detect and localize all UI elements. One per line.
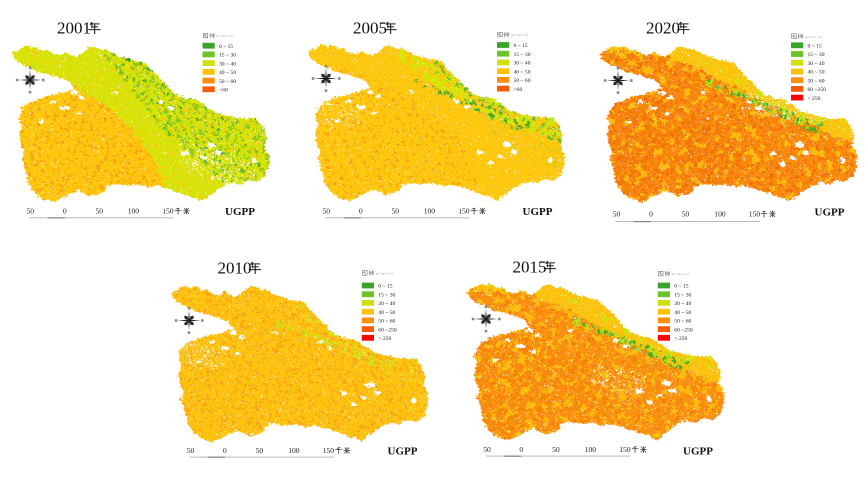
svg-text:30 ~ 40: 30 ~ 40 [674,301,691,307]
svg-text:40 ~ 50: 40 ~ 50 [219,70,236,76]
svg-text:0 ~ 15: 0 ~ 15 [674,284,688,290]
svg-text:150: 150 [458,207,470,216]
svg-text:(g C·m-2·a-1): (g C·m-2·a-1) [217,34,234,38]
svg-text:50: 50 [613,210,621,219]
svg-text:2005: 2005 [353,19,387,38]
svg-text:50 ~ 60: 50 ~ 60 [219,79,236,85]
svg-text:(g C·m-2·a-1): (g C·m-2·a-1) [672,272,689,276]
svg-text:50 ~ 60: 50 ~ 60 [808,78,825,84]
svg-text:15 ~ 30: 15 ~ 30 [514,52,531,58]
svg-text:150: 150 [749,210,761,219]
svg-text:100: 100 [585,445,597,454]
svg-text:30 ~ 40: 30 ~ 40 [378,301,395,307]
svg-text:2020: 2020 [646,19,680,38]
svg-text:15 ~ 30: 15 ~ 30 [674,292,691,298]
svg-text:(g C·m-2·a-1): (g C·m-2·a-1) [376,271,393,275]
svg-text:50 ~ 60: 50 ~ 60 [674,319,691,325]
svg-text:100: 100 [714,210,726,219]
svg-text:50: 50 [27,207,35,216]
svg-text:> 250: > 250 [674,336,687,342]
svg-text:50: 50 [552,445,560,454]
svg-text:0: 0 [359,207,363,216]
svg-text:0 ~ 15: 0 ~ 15 [514,43,528,49]
svg-text:40 ~ 50: 40 ~ 50 [514,69,531,75]
svg-text:>60: >60 [219,88,228,94]
svg-text:100: 100 [424,207,436,216]
svg-text:2015: 2015 [513,258,547,277]
svg-text:0: 0 [519,445,523,454]
svg-text:150: 150 [323,446,335,455]
svg-text:0 ~ 15: 0 ~ 15 [378,284,392,290]
svg-text:0 ~ 15: 0 ~ 15 [219,44,233,50]
svg-text:2001: 2001 [57,19,91,38]
svg-text:UGPP: UGPP [225,206,255,218]
svg-text:50: 50 [682,210,690,219]
svg-text:60 ~250: 60 ~250 [378,327,397,333]
svg-text:0 ~ 15: 0 ~ 15 [808,44,822,50]
svg-text:> 250: > 250 [378,336,391,342]
svg-text:40 ~ 50: 40 ~ 50 [674,310,691,316]
svg-text:15 ~ 30: 15 ~ 30 [219,53,236,59]
svg-text:(g C·m-2·a-1): (g C·m-2·a-1) [511,33,528,37]
svg-text:(g C·m-2·a-1): (g C·m-2·a-1) [805,35,822,39]
svg-text:15 ~ 30: 15 ~ 30 [378,292,395,298]
svg-text:50 ~ 60: 50 ~ 60 [378,319,395,325]
svg-text:> 250: > 250 [808,96,821,102]
svg-text:UGPP: UGPP [815,207,845,219]
svg-text:40 ~ 50: 40 ~ 50 [378,310,395,316]
svg-text:2010: 2010 [218,259,252,278]
svg-text:30 ~ 40: 30 ~ 40 [219,61,236,67]
svg-text:0: 0 [649,210,653,219]
svg-text:30 ~ 40: 30 ~ 40 [808,61,825,67]
svg-text:40 ~ 50: 40 ~ 50 [808,70,825,76]
svg-text:UGPP: UGPP [523,206,553,218]
svg-text:50: 50 [483,445,491,454]
svg-text:30 ~ 40: 30 ~ 40 [514,61,531,67]
svg-text:60 ~250: 60 ~250 [808,87,827,93]
svg-text:100: 100 [288,446,300,455]
svg-text:50 ~ 60: 50 ~ 60 [514,78,531,84]
svg-text:60 ~250: 60 ~250 [674,327,693,333]
svg-text:UGPP: UGPP [388,446,418,458]
svg-text:50: 50 [323,207,331,216]
svg-text:15 ~ 30: 15 ~ 30 [808,52,825,58]
svg-text:>60: >60 [514,87,523,93]
svg-text:0: 0 [223,446,227,455]
svg-text:50: 50 [256,446,264,455]
svg-text:UGPP: UGPP [683,446,713,458]
svg-text:50: 50 [96,207,104,216]
svg-text:0: 0 [63,207,67,216]
svg-text:100: 100 [128,207,140,216]
svg-text:50: 50 [187,446,195,455]
svg-text:150: 150 [162,207,174,216]
svg-text:150: 150 [619,445,631,454]
svg-text:50: 50 [392,207,400,216]
